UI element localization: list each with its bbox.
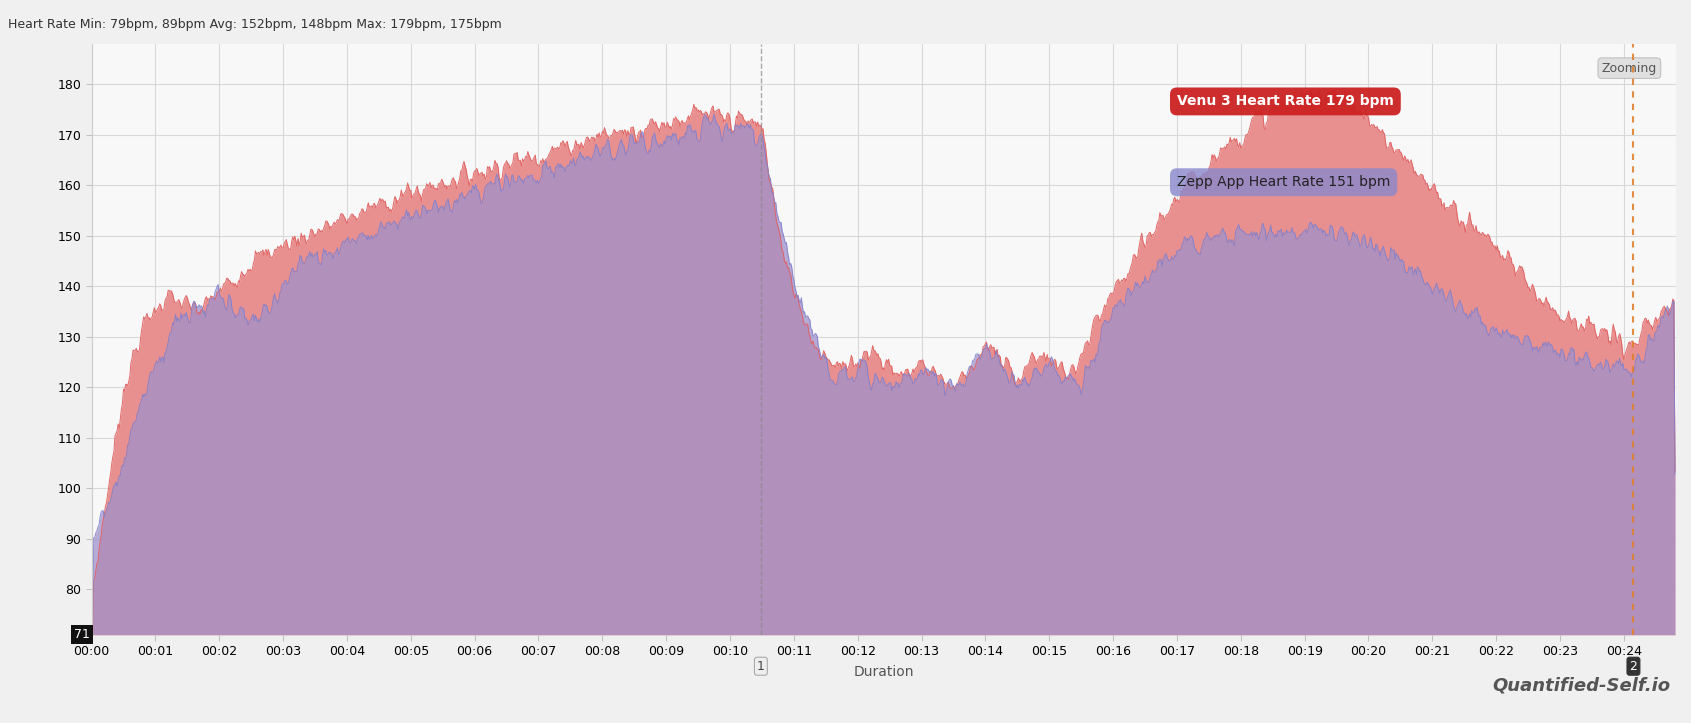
X-axis label: Duration: Duration bbox=[854, 665, 915, 679]
Text: Zooming: Zooming bbox=[1601, 61, 1657, 74]
Text: Zepp App Heart Rate 151 bpm: Zepp App Heart Rate 151 bpm bbox=[1177, 175, 1390, 189]
Text: Venu 3 Heart Rate 179 bpm: Venu 3 Heart Rate 179 bpm bbox=[1177, 95, 1393, 108]
Text: Heart Rate Min: 79bpm, 89bpm Avg: 152bpm, 148bpm Max: 179bpm, 175bpm: Heart Rate Min: 79bpm, 89bpm Avg: 152bpm… bbox=[8, 18, 502, 31]
Text: Quantified-Self.io: Quantified-Self.io bbox=[1493, 676, 1671, 694]
Text: 1: 1 bbox=[758, 659, 764, 672]
Text: 71: 71 bbox=[74, 628, 90, 641]
Text: 2: 2 bbox=[1630, 659, 1637, 672]
